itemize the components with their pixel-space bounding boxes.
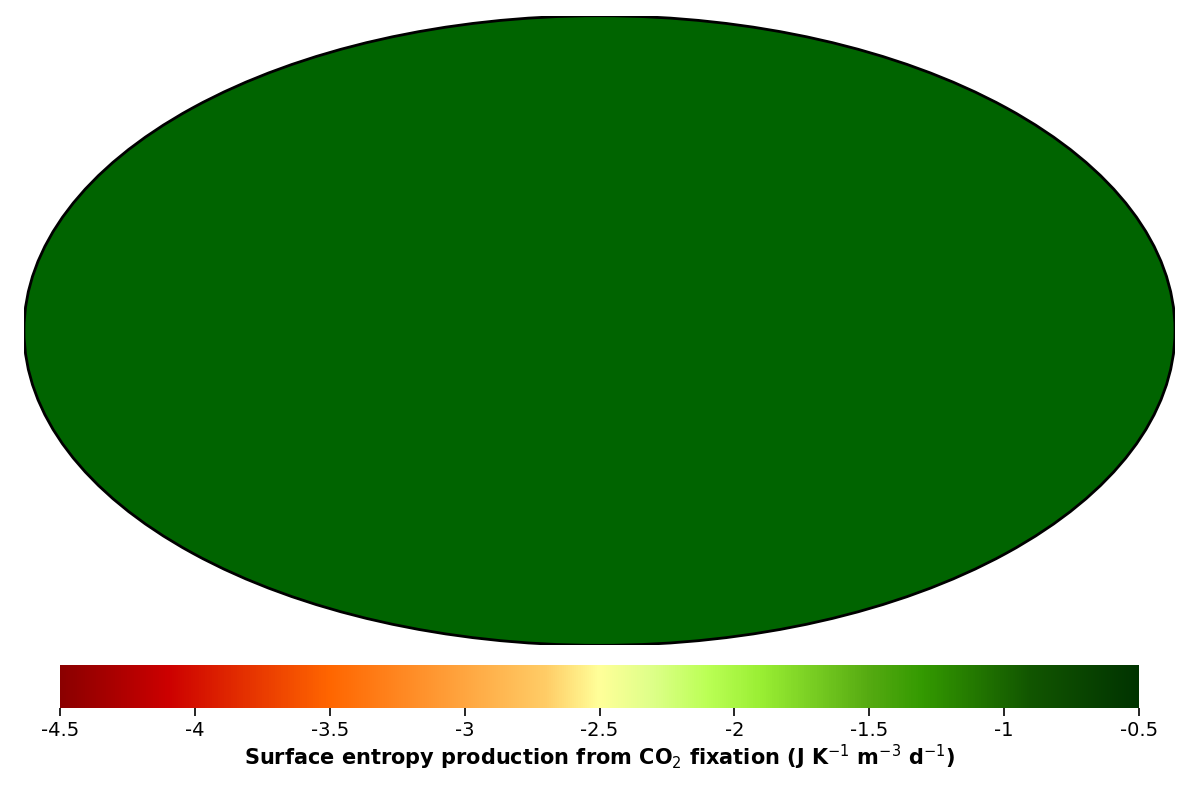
Text: Surface entropy production from CO$_2$ fixation (J K$^{-1}$ m$^{-3}$ d$^{-1}$): Surface entropy production from CO$_2$ f… [243, 743, 956, 773]
Ellipse shape [24, 16, 1175, 645]
